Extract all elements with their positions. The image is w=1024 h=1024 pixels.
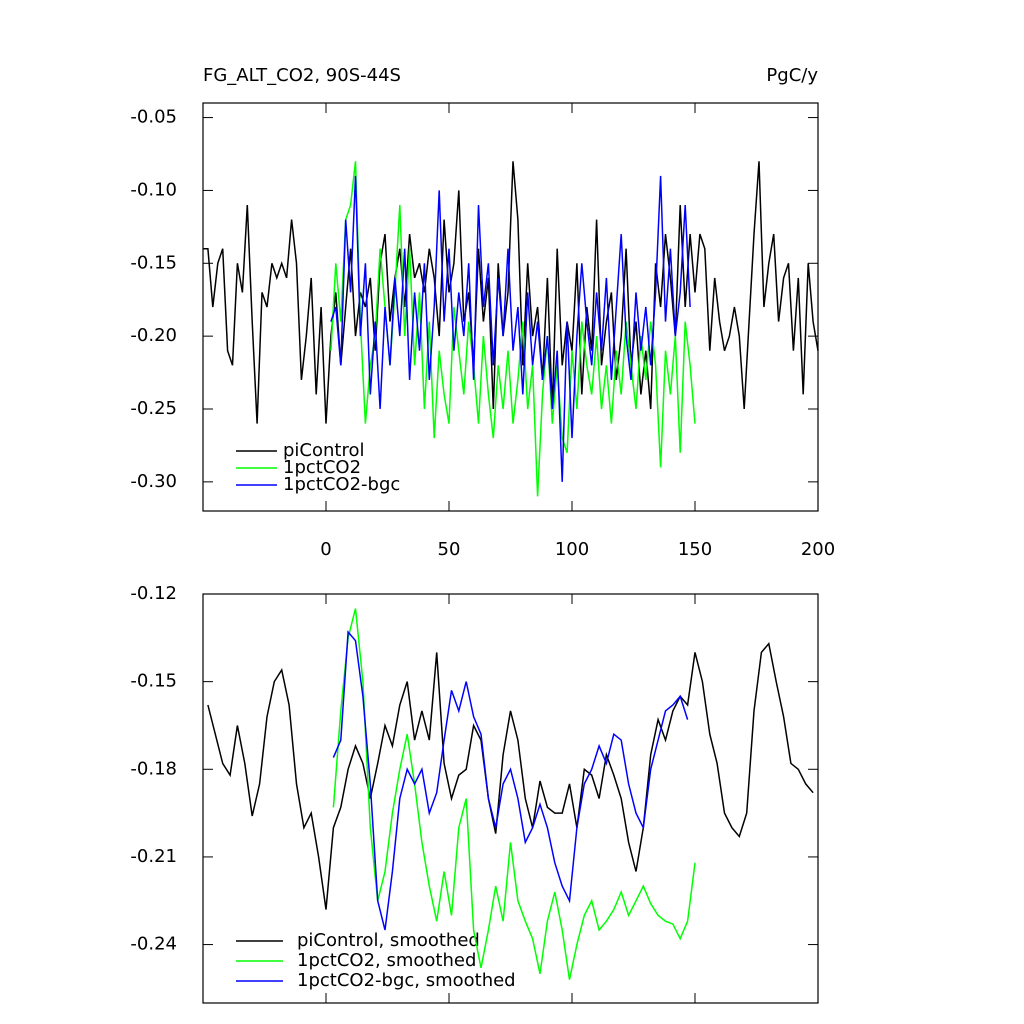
series-line (330, 175, 691, 482)
legend-label: 1pctCO2-bgc (283, 474, 400, 495)
units-label: PgC/y (766, 65, 818, 86)
legend-label: piControl, smoothed (297, 930, 480, 951)
y-tick-label: -0.18 (130, 758, 177, 779)
plot-frame (202, 593, 819, 1004)
y-tick-label: -0.21 (130, 846, 177, 867)
x-tick-label: 200 (801, 539, 835, 560)
y-tick-label: -0.12 (130, 583, 177, 604)
series-line (332, 630, 689, 931)
legend-label: 1pctCO2, smoothed (297, 950, 476, 971)
y-tick-label: -0.15 (130, 671, 177, 692)
series-line (330, 161, 696, 497)
y-tick-label: -0.20 (130, 325, 177, 346)
x-tick-label: 150 (678, 539, 712, 560)
y-tick-label: -0.25 (130, 398, 177, 419)
y-tick-label: -0.24 (130, 934, 177, 955)
series-line (332, 608, 696, 980)
x-tick-label: 100 (555, 539, 589, 560)
y-tick-label: -0.15 (130, 252, 177, 273)
chart-title: FG_ALT_CO2, 90S-44S (203, 65, 401, 86)
y-tick-label: -0.05 (130, 107, 177, 128)
series-line (207, 642, 814, 910)
y-tick-label: -0.10 (130, 179, 177, 200)
x-tick-label: 0 (320, 539, 331, 560)
plot-frame (202, 102, 819, 512)
legend-label: 1pctCO2 (283, 457, 361, 478)
legend-label: piControl (283, 440, 365, 461)
x-tick-label: 50 (438, 539, 461, 560)
series-line (203, 161, 819, 424)
y-tick-label: -0.30 (130, 471, 177, 492)
legend-label: 1pctCO2-bgc, smoothed (297, 970, 516, 991)
